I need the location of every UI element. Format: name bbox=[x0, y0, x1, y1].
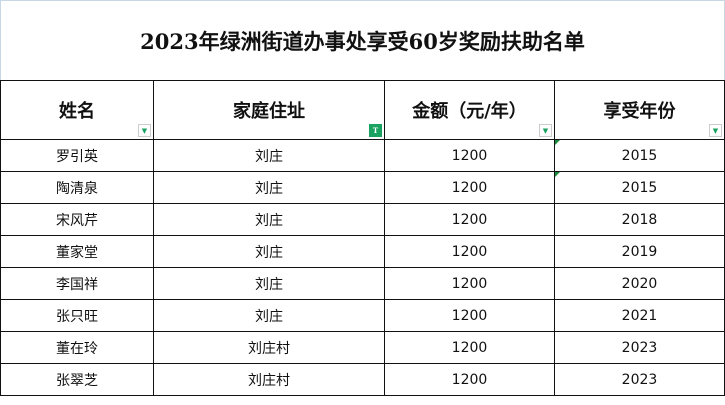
table-cell[interactable]: 2015 bbox=[554, 171, 725, 204]
table-cell[interactable]: 2023 bbox=[554, 331, 725, 364]
table-row: 陶清泉 刘庄 1200 2015 bbox=[0, 171, 725, 204]
column-header-label: 享受年份 bbox=[603, 101, 676, 122]
table-cell[interactable]: 1200 bbox=[384, 139, 555, 172]
column-header: 享受年份 ▼ bbox=[554, 80, 725, 140]
column-header-label: 家庭住址 bbox=[233, 101, 305, 122]
table-cell[interactable]: 罗引英 bbox=[0, 139, 154, 172]
table-cell[interactable]: 2020 bbox=[554, 267, 725, 300]
filter-active-icon[interactable]: T bbox=[369, 124, 382, 137]
table-cell[interactable]: 1200 bbox=[384, 203, 555, 236]
table-cell[interactable]: 陶清泉 bbox=[0, 171, 154, 204]
table-cell[interactable]: 1200 bbox=[384, 363, 555, 396]
table-cell[interactable]: 2015 bbox=[554, 139, 725, 172]
table-cell[interactable]: 刘庄村 bbox=[153, 363, 385, 396]
table-cell[interactable]: 董家堂 bbox=[0, 235, 154, 268]
table-row: 罗引英 刘庄 1200 2015 bbox=[0, 139, 725, 172]
table-cell[interactable]: 2019 bbox=[554, 235, 725, 268]
table-cell[interactable]: 刘庄 bbox=[153, 235, 385, 268]
table-cell[interactable]: 刘庄村 bbox=[153, 331, 385, 364]
table-cell[interactable]: 1200 bbox=[384, 235, 555, 268]
table-row: 董在玲 刘庄村 1200 2023 bbox=[0, 331, 725, 364]
column-header-label: 金额（元/年） bbox=[412, 101, 527, 122]
table-cell[interactable]: 1200 bbox=[384, 171, 555, 204]
table-cell[interactable]: 刘庄 bbox=[153, 171, 385, 204]
filter-dropdown-icon[interactable]: ▼ bbox=[138, 124, 151, 137]
table-cell[interactable]: 2018 bbox=[554, 203, 725, 236]
cell-note-marker-icon bbox=[555, 172, 560, 177]
table-cell[interactable]: 刘庄 bbox=[153, 139, 385, 172]
table-cell[interactable]: 1200 bbox=[384, 299, 555, 332]
table-cell[interactable]: 2023 bbox=[554, 363, 725, 396]
column-header: 家庭住址 T bbox=[153, 80, 385, 140]
cell-note-marker-icon bbox=[555, 140, 560, 145]
table-cell[interactable]: 李国祥 bbox=[0, 267, 154, 300]
table-cell[interactable]: 刘庄 bbox=[153, 299, 385, 332]
column-header: 金额（元/年） ▼ bbox=[384, 80, 555, 140]
table-cell[interactable]: 董在玲 bbox=[0, 331, 154, 364]
table-cell[interactable]: 刘庄 bbox=[153, 203, 385, 236]
table-cell[interactable]: 张只旺 bbox=[0, 299, 154, 332]
filter-dropdown-icon[interactable]: ▼ bbox=[709, 124, 722, 137]
table-cell[interactable]: 宋风芹 bbox=[0, 203, 154, 236]
table-row: 张翠芝 刘庄村 1200 2023 bbox=[0, 363, 725, 396]
beneficiary-table: 姓名 ▼ 家庭住址 T 金额（元/年） ▼ 享受年份 ▼ 罗引英 刘庄 1200 2015 陶清泉 刘庄… bbox=[0, 80, 725, 396]
table-row: 李国祥 刘庄 1200 2020 bbox=[0, 267, 725, 300]
table-cell[interactable]: 1200 bbox=[384, 331, 555, 364]
table-row: 董家堂 刘庄 1200 2019 bbox=[0, 235, 725, 268]
table-cell[interactable]: 刘庄 bbox=[153, 267, 385, 300]
table-row: 宋风芹 刘庄 1200 2018 bbox=[0, 203, 725, 236]
column-header-label: 姓名 bbox=[59, 101, 95, 122]
sheet-title: 2023年绿洲街道办事处享受60岁奖励扶助名单 bbox=[0, 0, 725, 81]
table-row: 张只旺 刘庄 1200 2021 bbox=[0, 299, 725, 332]
filter-dropdown-icon[interactable]: ▼ bbox=[539, 124, 552, 137]
column-header: 姓名 ▼ bbox=[0, 80, 154, 140]
table-cell[interactable]: 张翠芝 bbox=[0, 363, 154, 396]
table-cell[interactable]: 1200 bbox=[384, 267, 555, 300]
table-cell[interactable]: 2021 bbox=[554, 299, 725, 332]
